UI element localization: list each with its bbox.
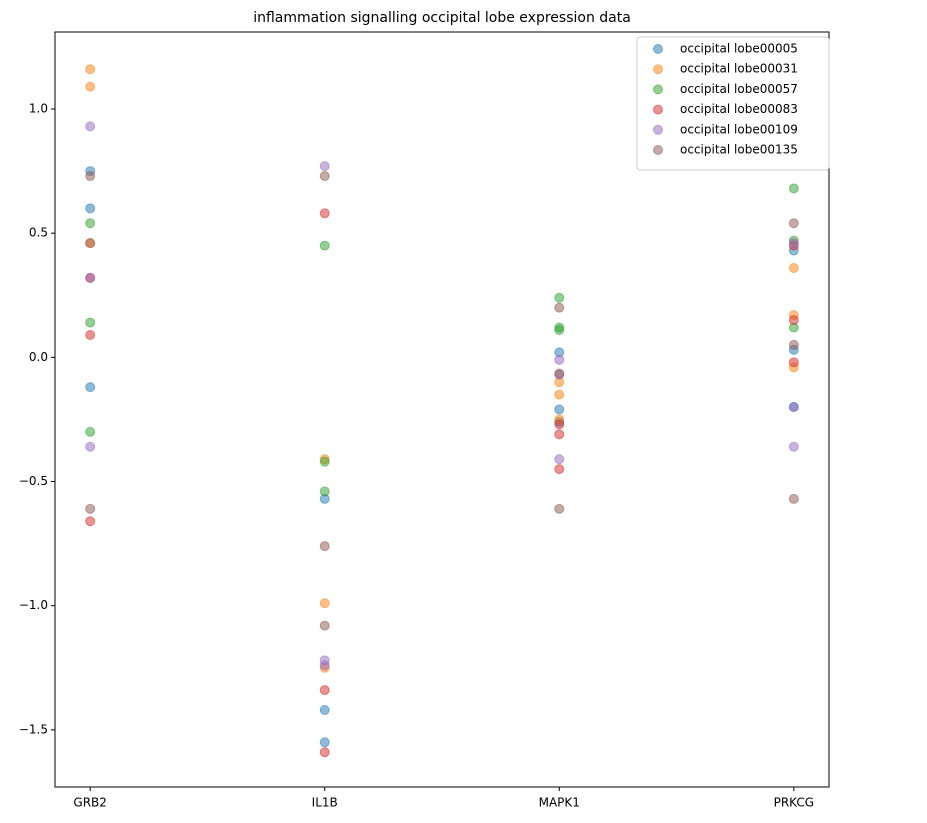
legend-marker [653, 145, 663, 155]
point [554, 325, 565, 336]
point [85, 441, 96, 452]
point [788, 402, 799, 413]
point [554, 389, 565, 400]
point [319, 598, 330, 609]
point [319, 240, 330, 251]
y-tick-label: 1.0 [29, 101, 48, 115]
point [85, 171, 96, 182]
point [319, 747, 330, 758]
y-tick-label: 0.5 [29, 226, 48, 240]
legend-marker [653, 84, 663, 95]
legend-label: occipital lobe00109 [680, 122, 798, 136]
point [319, 486, 330, 497]
point [85, 64, 96, 75]
point [85, 516, 96, 527]
point [788, 262, 799, 273]
y-tick-label: −0.5 [19, 474, 48, 488]
point [554, 292, 565, 303]
point [85, 382, 96, 393]
legend-label: occipital lobe00083 [680, 102, 798, 116]
point [554, 302, 565, 313]
point [319, 208, 330, 219]
plot-frame [54, 31, 830, 788]
legend-marker [653, 104, 663, 115]
point [319, 456, 330, 467]
point [319, 737, 330, 748]
point [85, 121, 96, 132]
point [319, 171, 330, 182]
legend-label: occipital lobe00135 [680, 143, 798, 157]
point [788, 493, 799, 504]
point [788, 339, 799, 350]
y-tick-label: −1.5 [19, 722, 48, 736]
point [554, 404, 565, 415]
point [788, 441, 799, 452]
point [319, 705, 330, 716]
x-tick-label: PRKCG [774, 796, 814, 810]
point [554, 429, 565, 440]
point [85, 426, 96, 437]
y-tick-label: 0.0 [29, 350, 48, 364]
legend-label: occipital lobe00031 [680, 62, 798, 76]
point [85, 272, 96, 283]
point [85, 81, 96, 92]
point [319, 541, 330, 552]
legend-box [636, 36, 830, 171]
point [554, 419, 565, 430]
legend-label: occipital lobe00057 [680, 82, 798, 96]
point [554, 464, 565, 475]
point [788, 183, 799, 194]
x-tick-label: GRB2 [73, 796, 107, 810]
point [554, 354, 565, 365]
point [554, 454, 565, 465]
point [319, 660, 330, 671]
point [85, 218, 96, 229]
point [554, 503, 565, 514]
point [788, 357, 799, 368]
point [85, 238, 96, 249]
point [85, 203, 96, 214]
point [319, 161, 330, 172]
x-tick-label: IL1B [312, 796, 338, 810]
point [85, 503, 96, 514]
point [554, 368, 565, 379]
point [319, 685, 330, 696]
y-tick-label: −1.0 [19, 598, 48, 612]
legend-marker [653, 124, 663, 135]
legend-marker [653, 64, 663, 75]
point [788, 218, 799, 229]
point [85, 317, 96, 328]
point [319, 620, 330, 631]
legend-marker [653, 44, 663, 54]
x-tick-label: MAPK1 [539, 796, 580, 810]
point [85, 329, 96, 340]
legend-label: occipital lobe00005 [680, 42, 798, 56]
point [788, 315, 799, 326]
point [788, 238, 799, 249]
chart-title: inflammation signalling occipital lobe e… [253, 10, 631, 26]
